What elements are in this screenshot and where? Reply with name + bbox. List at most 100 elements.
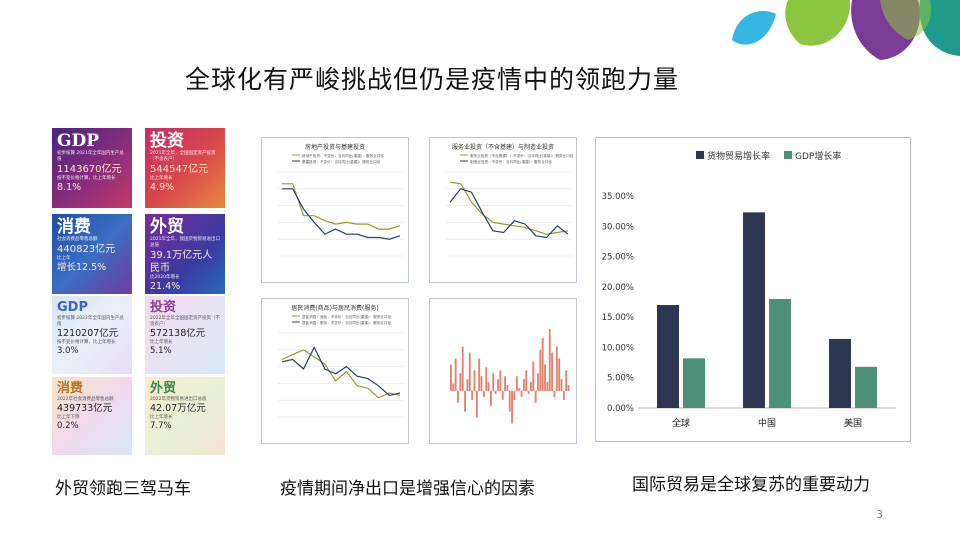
consumption-2021-tile: 消费 社会消费品零售总额 440823亿元 比上年 增长12.5% xyxy=(52,214,132,294)
series-line xyxy=(282,183,401,230)
area-bar xyxy=(454,358,457,391)
tile-percent: 增长12.5% xyxy=(57,262,107,273)
tile-subtitle: 2021年全年，我国货物贸易进出口总值 xyxy=(150,237,220,248)
tile-percent: 3.0% xyxy=(57,346,79,356)
area-bar xyxy=(494,391,497,394)
area-bar xyxy=(508,391,511,412)
mini-chart-net-exports xyxy=(429,298,577,444)
area-bar xyxy=(534,391,537,403)
tile-value: 39.1万亿元人民币 xyxy=(150,250,213,274)
tile-heading: GDP xyxy=(57,300,88,315)
tile-value: 544547亿元 xyxy=(150,164,209,175)
investment-2022-tile: 投资 2022年全年全国固定资产投资（不含农户） 572138亿元 比上年增长 … xyxy=(145,296,225,374)
mini-chart-services-manufacturing: 服务业投资（不含基建）与制造业投资 服务业投资（不含基建）：不变价：当月同比(重… xyxy=(429,137,577,283)
area-bar xyxy=(515,376,518,391)
area-bar xyxy=(471,391,474,400)
bar xyxy=(829,338,851,408)
area-bar xyxy=(466,379,469,391)
tile-value: 42.07万亿元 xyxy=(150,403,206,414)
area-bar xyxy=(518,388,521,391)
tile-heading: 投资 xyxy=(150,131,184,151)
area-bar xyxy=(475,391,478,418)
tile-subtitle: 2022年货物贸易进出口总值 xyxy=(150,397,207,402)
bar-chart-svg: 货物贸易增长率 GDP增长率 0.00% 5.00% 10.00% 15.00% 20.00… xyxy=(602,150,896,429)
bar xyxy=(683,358,705,408)
area-bar xyxy=(513,391,516,400)
tile-percent: 7.7% xyxy=(150,421,172,431)
area-bar xyxy=(490,391,492,406)
tile-heading: 外贸 xyxy=(150,217,184,237)
area-bar xyxy=(452,383,455,391)
area-bar xyxy=(459,373,462,391)
mini-chart-real-estate: 房地产投资与基建投资 房地产投资：不变价：当月同比(重建)：服务业口径 基建投资：… xyxy=(261,137,409,283)
bar xyxy=(743,212,765,408)
area-bar xyxy=(480,376,483,391)
y-tick-label: 15.00% xyxy=(602,313,634,323)
area-bar xyxy=(450,364,452,391)
x-tick-label: 美国 xyxy=(844,417,862,429)
tile-value: 1210207亿元 xyxy=(57,328,119,339)
legend-swatch xyxy=(784,151,792,159)
area-bar xyxy=(520,391,523,397)
legend-label: 居民消费：商品：不变价：当月同比(重建)：服务业口径 xyxy=(302,314,391,319)
series-line xyxy=(449,181,569,235)
area-bar xyxy=(487,382,490,391)
caption-middle: 疫情期间净出口是增强信心的因素 xyxy=(280,479,535,499)
tile-value: 440823亿元 xyxy=(57,244,116,255)
tile-note: 比上年下降 xyxy=(57,415,80,420)
area-bar xyxy=(473,370,476,391)
area-bar xyxy=(527,391,530,394)
y-tick-label: 20.00% xyxy=(602,283,634,293)
area-bar xyxy=(567,385,570,391)
y-tick-label: 30.00% xyxy=(602,222,634,232)
bar xyxy=(855,366,877,408)
series-line xyxy=(282,188,401,240)
tile-note: 比上年增长 xyxy=(150,415,173,420)
area-bar xyxy=(537,373,539,391)
area-bar xyxy=(501,391,504,400)
series-line xyxy=(281,346,401,397)
area-bar xyxy=(548,329,551,391)
tile-subtitle: 2021年全年，全国固定资产投资（不含农户） xyxy=(150,151,216,162)
tile-heading: 消费 xyxy=(57,381,84,396)
area-bar xyxy=(468,352,471,391)
trade-2022-tile: 外贸 2022年货物贸易进出口总值 42.07万亿元 比上年增长 7.7% xyxy=(145,377,225,455)
legend-swatch xyxy=(696,151,704,159)
consumption-2022-tile: 消费 2022年社会消费品零售总额 439733亿元 比上年下降 0.2% xyxy=(52,377,132,455)
gdp-2021-tile: GDP 初步核算 2021年全年国内生产总值 1143670亿元 按不变价格计算… xyxy=(52,128,132,208)
tile-percent: 4.9% xyxy=(150,182,175,193)
series-line xyxy=(281,349,401,399)
x-tick-label: 中国 xyxy=(758,417,776,429)
tile-note: 比上年 xyxy=(57,256,71,261)
mini-chart-title: 居民消费(商品)与居民消费(服务) xyxy=(291,305,379,312)
tile-heading: 消费 xyxy=(57,217,91,237)
area-bar xyxy=(504,376,506,391)
y-tick-label: 0.00% xyxy=(607,404,634,414)
area-bar xyxy=(506,385,509,391)
tile-subtitle: 社会消费品零售总额 xyxy=(57,237,98,242)
mini-chart-svg xyxy=(450,329,570,424)
area-bar xyxy=(461,346,464,391)
legend-label: 制造业投资：不变价：当月同比(重建)：服务业口径 xyxy=(470,159,552,164)
mini-chart-consumption: 居民消费(商品)与居民消费(服务) 居民消费：商品：不变价：当月同比(重建)：服… xyxy=(261,298,409,444)
tile-subtitle: 初步核算 2021年全年国内生产总值 xyxy=(57,151,124,162)
green-petal xyxy=(785,0,851,46)
area-bar xyxy=(532,361,535,391)
caption-left: 外贸领跑三驾马车 xyxy=(55,479,191,499)
tile-heading: 投资 xyxy=(150,300,177,315)
area-bar xyxy=(457,391,459,403)
tile-subtitle: 初步核算 2022年全年国内生产总值 xyxy=(57,316,124,327)
investment-2021-tile: 投资 2021年全年，全国固定资产投资（不含农户） 544547亿元 比上年增长… xyxy=(145,128,225,208)
tile-value: 572138亿元 xyxy=(150,328,206,339)
area-bar xyxy=(497,379,499,391)
caption-right: 国际贸易是全球复苏的重要动力 xyxy=(632,475,870,495)
area-bar xyxy=(511,391,514,424)
tile-percent: 0.2% xyxy=(57,421,79,431)
tile-percent: 8.1% xyxy=(57,182,82,193)
area-bar xyxy=(553,391,556,397)
area-bar xyxy=(551,352,554,391)
area-bar xyxy=(485,367,488,391)
tile-value: 439733亿元 xyxy=(57,403,113,414)
area-bar xyxy=(482,391,485,397)
bar xyxy=(769,298,791,408)
